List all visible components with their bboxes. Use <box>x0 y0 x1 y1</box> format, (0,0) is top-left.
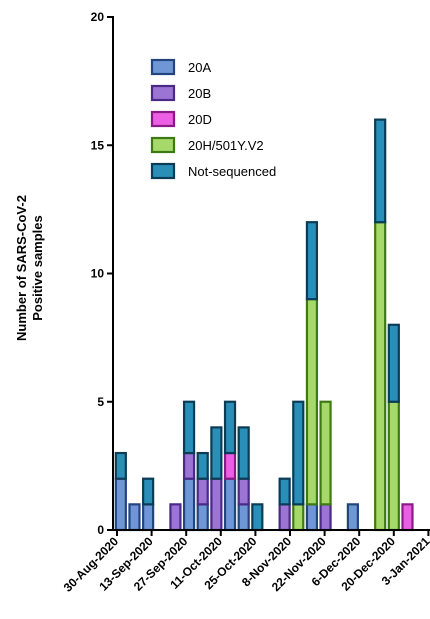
y-tick-label: 20 <box>91 10 105 24</box>
bar-segment <box>114 451 127 480</box>
bar-segment <box>114 477 127 532</box>
bar-segment <box>237 426 250 480</box>
legend-label: 20D <box>188 112 212 127</box>
bar-segment <box>182 477 196 532</box>
y-tick-label: 10 <box>91 267 105 281</box>
bar-segment <box>223 400 237 455</box>
bar-segment <box>251 503 264 532</box>
legend: 20A 20B 20D 20H/501Y.V2 Not-sequenced <box>150 58 276 180</box>
bar-segment <box>305 298 319 506</box>
bar-segment <box>169 503 182 532</box>
bar-segment <box>319 400 332 506</box>
y-axis-title-line1: Number of SARS-CoV-2 <box>14 195 29 341</box>
bar-segment <box>374 118 387 224</box>
bar-segment <box>319 503 332 532</box>
bar-segment <box>305 503 319 532</box>
bar-segment <box>278 477 291 506</box>
bar-segment <box>196 477 209 506</box>
bar-segment <box>196 451 209 480</box>
bar-segment <box>387 323 400 403</box>
legend-swatch <box>150 162 176 180</box>
legend-swatch <box>150 136 176 154</box>
bar-segment <box>210 477 223 532</box>
bar-segment <box>346 503 359 532</box>
y-tick-label: 0 <box>97 523 104 537</box>
legend-label: 20A <box>188 60 211 75</box>
bar-segment <box>237 477 250 506</box>
legend-swatch <box>150 58 176 76</box>
bar-segment <box>210 426 223 480</box>
y-axis-title: Number of SARS-CoV-2 Positive samples <box>14 195 45 341</box>
bar-segment <box>305 221 319 301</box>
legend-label: 20H/501Y.V2 <box>188 138 264 153</box>
legend-label: Not-sequenced <box>188 164 276 179</box>
bar-segment <box>142 503 155 532</box>
y-tick-label: 5 <box>97 395 104 409</box>
bar-segment <box>278 503 291 532</box>
bar-segment <box>128 503 141 532</box>
legend-swatch <box>150 84 176 102</box>
bar-segment <box>292 400 305 506</box>
legend-label: 20B <box>188 86 211 101</box>
bar-segment <box>196 503 209 532</box>
bar-segment <box>223 451 237 480</box>
bar-segment <box>182 451 196 480</box>
bar-segment <box>374 221 387 532</box>
bar-segment <box>237 503 250 532</box>
bar-segment <box>387 400 400 532</box>
y-axis-title-line2: Positive samples <box>30 215 45 321</box>
bars-layer <box>114 118 414 532</box>
legend-swatch <box>150 110 176 128</box>
bar-segment <box>401 503 414 532</box>
bar-segment <box>182 400 196 455</box>
bar-segment <box>142 477 155 506</box>
bar-segment <box>292 503 305 532</box>
y-tick-label: 15 <box>91 138 105 152</box>
bar-segment <box>223 477 237 532</box>
